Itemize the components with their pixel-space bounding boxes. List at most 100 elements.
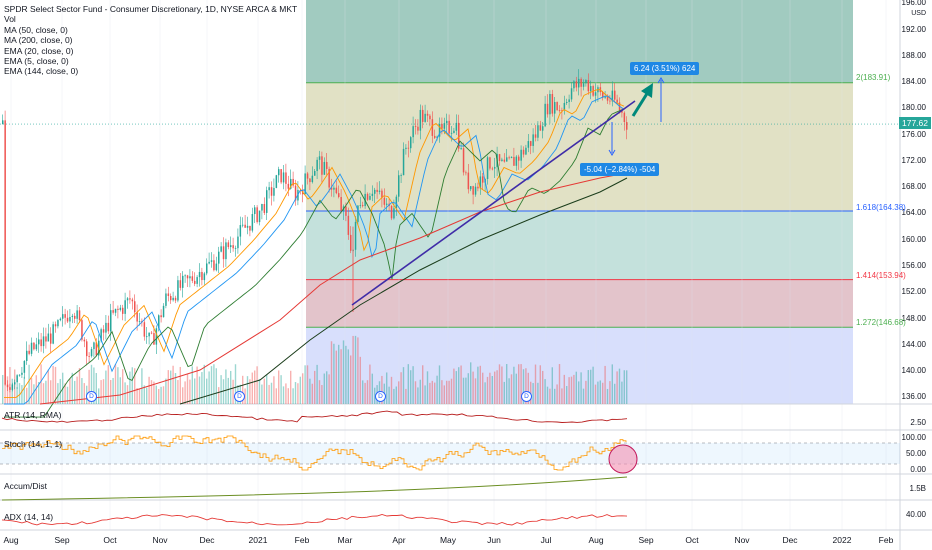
volume-bar (422, 365, 424, 404)
dividend-icon[interactable]: D (521, 391, 532, 402)
candle-body (201, 271, 203, 281)
volume-bar (602, 382, 604, 404)
atr-pane-title[interactable]: ATR (14, RMA) (4, 410, 62, 420)
volume-bar (251, 372, 253, 404)
indicator-vol[interactable]: Vol (4, 14, 16, 25)
candle-body (467, 172, 470, 190)
price-axis-label: 144.00 (901, 339, 926, 349)
volume-bar (501, 366, 503, 404)
volume-bar (580, 372, 582, 404)
volume-bar (126, 385, 129, 404)
volume-bar (47, 369, 49, 404)
measure-up-badge[interactable]: 6.24 (3.51%) 624 (630, 62, 700, 75)
candle-body (100, 329, 102, 341)
candle-body (177, 280, 179, 301)
candle-body (311, 175, 314, 183)
volume-bar (263, 378, 265, 404)
candle-body (486, 157, 489, 179)
candle-body (35, 344, 38, 350)
volume-bar (93, 367, 95, 404)
measure-down-badge[interactable]: -5.04 (−2.84%) -504 (580, 163, 660, 176)
symbol-title[interactable]: SPDR Select Sector Fund - Consumer Discr… (4, 4, 298, 14)
volume-bar (618, 368, 621, 404)
candle-body (417, 126, 419, 131)
indicator-ma200[interactable]: MA (200, close, 0) (4, 35, 73, 46)
fib-band-1414 (306, 279, 853, 328)
candle-body (587, 80, 590, 92)
candle-body (436, 136, 438, 138)
volume-bar (506, 364, 508, 404)
volume-bar (57, 383, 59, 404)
dividend-icon[interactable]: D (375, 391, 386, 402)
volume-bar (227, 377, 229, 404)
volume-bar (352, 335, 354, 404)
indicator-ema5[interactable]: EMA (5, close, 0) (4, 56, 69, 67)
dividend-icon[interactable]: D (234, 391, 245, 402)
dividend-icon[interactable]: D (86, 391, 97, 402)
candle-body (174, 297, 177, 301)
volume-bar (479, 365, 481, 404)
candle-body (52, 324, 54, 344)
candle-body (585, 80, 587, 84)
accum-pane-title[interactable]: Accum/Dist (4, 481, 47, 491)
stoch-axis-100: 100.00 (901, 433, 926, 442)
stoch-axis-50: 50.00 (905, 449, 926, 458)
volume-bar (42, 383, 45, 404)
candle-body (513, 156, 515, 166)
volume-bar (304, 365, 306, 404)
candle-body (338, 193, 340, 197)
candle-body (474, 186, 477, 195)
candle-body (237, 236, 239, 249)
volume-bar (436, 375, 438, 404)
measure-down-arrow (608, 149, 616, 156)
volume-bar (246, 376, 249, 404)
price-axis-label: 192.00 (901, 24, 926, 34)
candle-body (230, 245, 232, 248)
volume-bar (407, 364, 409, 404)
up-arrow-shaft (631, 91, 650, 117)
candle-body (165, 293, 167, 306)
ema20-line (4, 95, 625, 405)
candle-body (83, 339, 86, 342)
candle-body (124, 300, 126, 314)
candle-body (162, 305, 165, 318)
volume-bar (143, 385, 145, 404)
adx-pane-title[interactable]: ADX (14, 14) (4, 512, 54, 522)
candle-body (434, 135, 436, 138)
volume-bar (443, 385, 445, 404)
candle-body (626, 122, 628, 130)
candle-body (74, 315, 76, 319)
volume-bar (196, 366, 198, 404)
volume-bar (76, 376, 78, 404)
indicator-ma50[interactable]: MA (50, close, 0) (4, 24, 68, 35)
candle-body (57, 320, 59, 327)
candle-body (606, 96, 609, 101)
volume-bar (309, 378, 311, 404)
time-axis-label: Dec (199, 535, 215, 545)
indicator-ema20[interactable]: EMA (20, close, 0) (4, 45, 74, 56)
volume-bar (33, 384, 35, 404)
candle-body (59, 318, 62, 321)
candle-body (261, 204, 263, 211)
volume-bar (191, 366, 193, 404)
volume-bar (290, 370, 292, 404)
candle-body (359, 205, 362, 206)
stoch-pane-title[interactable]: Stoch (14, 1, 1) (4, 439, 63, 449)
candle-body (206, 263, 208, 274)
candle-body (6, 384, 9, 388)
stoch-axis-0: 0.00 (910, 465, 926, 474)
volume-bar (81, 378, 83, 404)
candle-body (494, 167, 496, 169)
candle-body (234, 248, 237, 249)
volume-bar (393, 388, 395, 404)
candle-body (93, 342, 95, 350)
volume-bar (270, 382, 273, 404)
volume-bar (4, 382, 6, 404)
price-axis-label: 136.00 (901, 392, 926, 402)
candle-body (462, 148, 465, 173)
candle-body (594, 92, 597, 96)
indicator-ema144[interactable]: EMA (144, close, 0) (4, 66, 79, 77)
volume-bar (563, 374, 565, 404)
volume-bar (328, 374, 330, 404)
